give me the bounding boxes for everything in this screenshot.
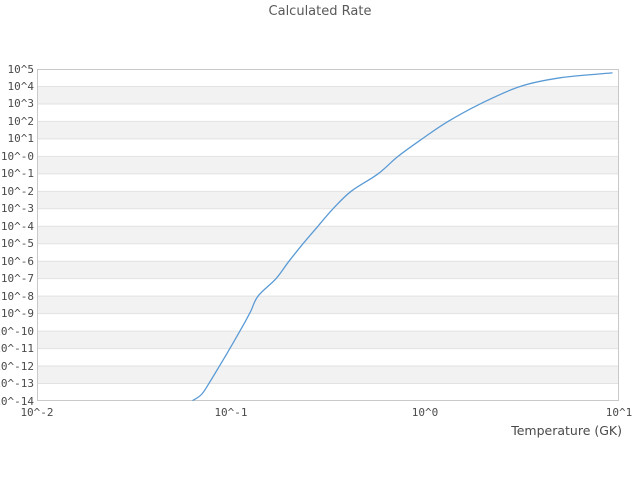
y-tick-label: 10^-7 <box>0 272 34 286</box>
y-tick-label: 10^-9 <box>0 307 34 321</box>
grid-bands <box>37 86 619 384</box>
x-tick-label: 10^-1 <box>214 406 248 419</box>
y-tick-label: 10^-0 <box>0 149 34 163</box>
y-tick-label: 10^5 <box>7 62 35 76</box>
y-tick-label: 10^-14 <box>0 394 34 408</box>
plot-border <box>37 69 619 401</box>
y-tick-label: 10^-12 <box>0 359 34 373</box>
y-tick-label: 10^2 <box>7 114 35 128</box>
y-tick-label: 10^3 <box>7 97 35 111</box>
y-tick-label: 10^4 <box>7 79 35 93</box>
y-tick-label: 10^-2 <box>0 184 34 198</box>
rate-curve <box>192 72 613 402</box>
y-tick-label: 10^1 <box>7 132 35 146</box>
y-tick-label: 10^-3 <box>0 202 34 216</box>
y-tick-label: 10^-5 <box>0 237 34 251</box>
y-tick-label: 10^-13 <box>0 377 34 391</box>
x-tick-label: 10^1 <box>605 406 633 419</box>
x-tick-label: 10^0 <box>411 406 439 419</box>
y-tick-label: 10^-4 <box>0 219 34 233</box>
chart-title: Calculated Rate <box>268 4 372 19</box>
x-axis-title: Temperature (GK) <box>511 423 622 438</box>
y-tick-label: 10^-1 <box>0 167 34 181</box>
y-tick-label: 10^-6 <box>0 254 34 268</box>
y-tick-label: 10^-11 <box>0 342 34 356</box>
y-tick-label: 10^-10 <box>0 324 34 338</box>
grid-lines <box>37 85 619 385</box>
x-tick-label: 10^-2 <box>20 406 54 419</box>
y-tick-label: 10^-8 <box>0 289 34 303</box>
